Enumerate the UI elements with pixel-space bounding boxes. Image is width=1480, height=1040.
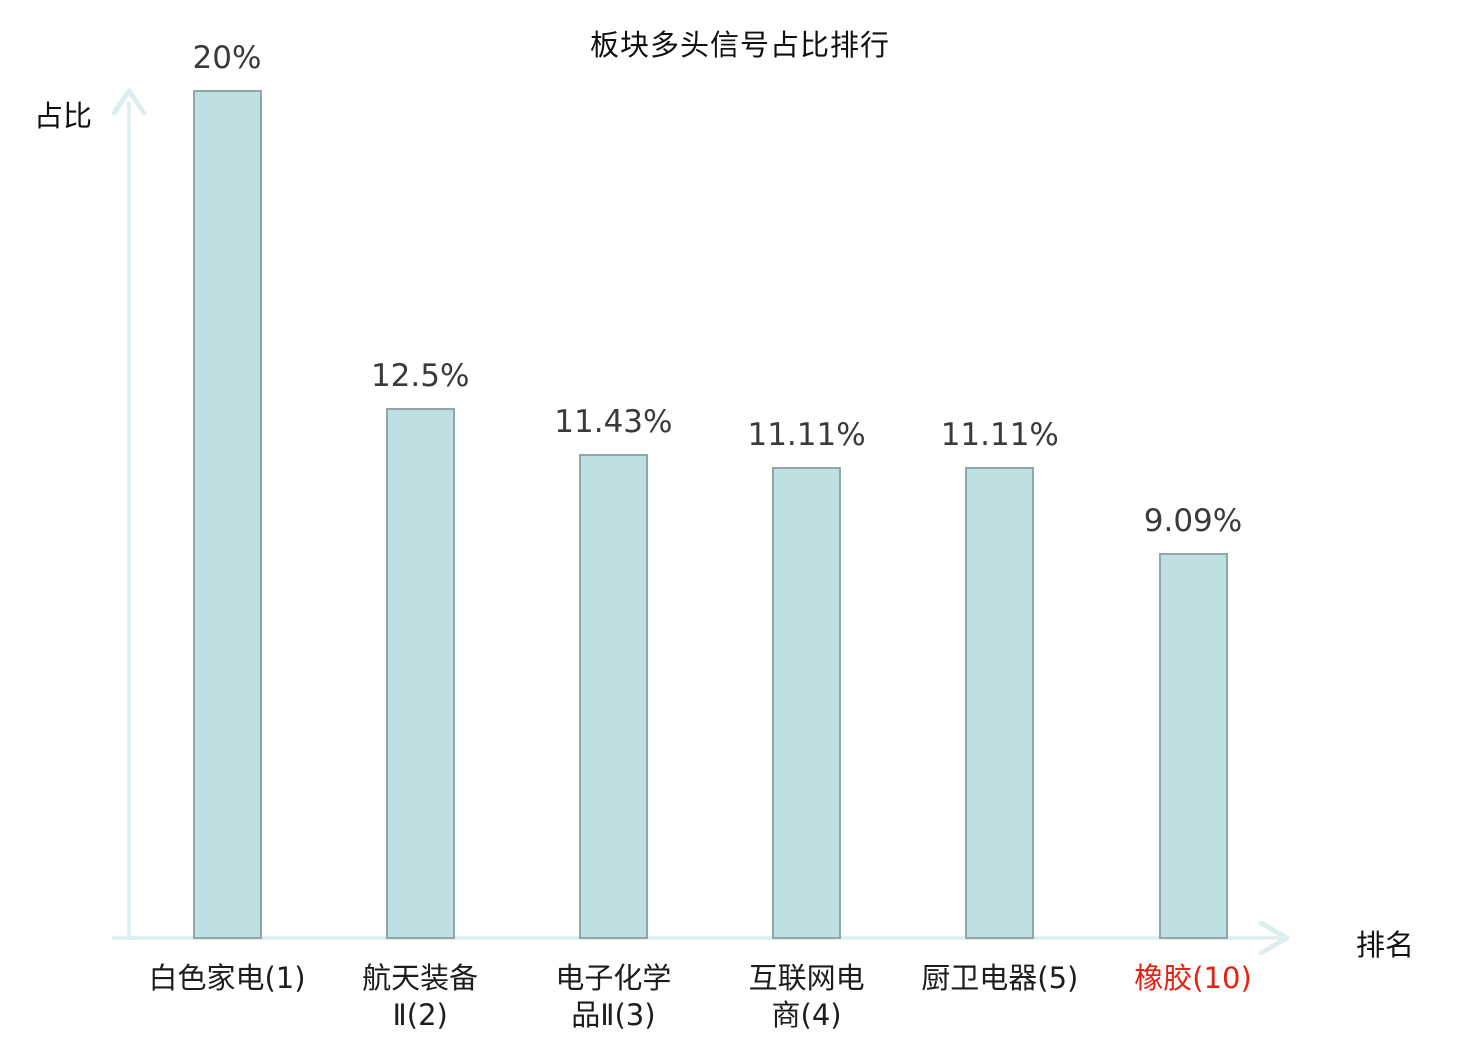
bar-value-label: 12.5% bbox=[370, 358, 470, 395]
category-label: 电子化学 品Ⅱ(3) bbox=[498, 960, 728, 1034]
x-axis-arrow-icon bbox=[1258, 920, 1290, 956]
category-label-line: 厨卫电器(5) bbox=[921, 961, 1079, 995]
y-axis-label: 占比 bbox=[34, 99, 93, 133]
category-label-line: 互联网电 bbox=[748, 961, 865, 995]
category-label: 厨卫电器(5) bbox=[885, 960, 1115, 997]
category-label: 白色家电(1) bbox=[112, 960, 342, 997]
bar bbox=[965, 467, 1035, 939]
category-label-line: 商(4) bbox=[771, 998, 842, 1032]
bar bbox=[1158, 553, 1228, 939]
category-label: 互联网电 商(4) bbox=[692, 960, 922, 1034]
bar-value-label: 9.09% bbox=[1143, 503, 1243, 540]
bar-value-label: 11.11% bbox=[940, 417, 1059, 454]
bar bbox=[578, 453, 648, 939]
bar bbox=[192, 90, 262, 939]
category-label-line: 橡胶(10) bbox=[1134, 961, 1252, 995]
category-label-line: Ⅱ(2) bbox=[392, 998, 448, 1032]
chart-title: 板块多头信号占比排行 bbox=[589, 28, 890, 62]
bar-value-label: 20% bbox=[192, 40, 262, 76]
bar bbox=[385, 408, 455, 939]
bar bbox=[772, 467, 842, 939]
bar-value-label: 11.11% bbox=[747, 417, 866, 454]
category-label: 橡胶(10) bbox=[1078, 960, 1308, 997]
x-axis-label: 排名 bbox=[1356, 928, 1415, 962]
y-axis-arrow-icon bbox=[111, 88, 147, 116]
category-label-line: 电子化学 bbox=[555, 961, 672, 995]
category-label-line: 航天装备 bbox=[362, 961, 479, 995]
bar-value-label: 11.43% bbox=[554, 403, 673, 440]
category-label: 航天装备 Ⅱ(2) bbox=[305, 960, 535, 1034]
category-label-line: 品Ⅱ(3) bbox=[571, 998, 656, 1032]
category-label-line: 白色家电(1) bbox=[148, 961, 306, 995]
